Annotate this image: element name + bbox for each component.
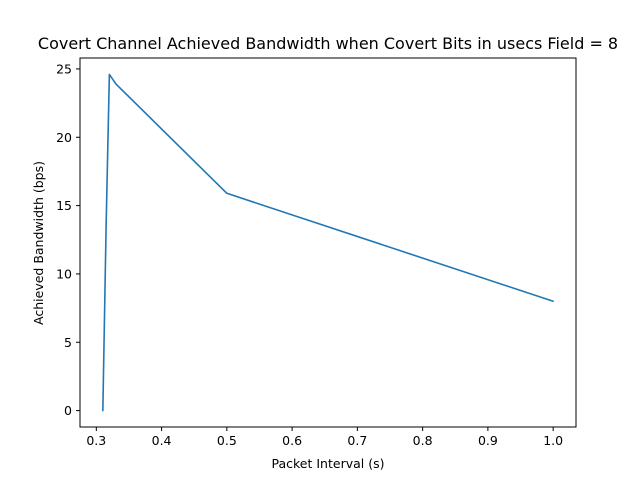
chart-title: Covert Channel Achieved Bandwidth when C…	[38, 34, 618, 53]
x-tick-label: 0.3	[86, 433, 106, 448]
x-tick-label: 0.5	[217, 433, 237, 448]
x-tick-label: 0.4	[152, 433, 172, 448]
y-tick-label: 25	[56, 61, 72, 76]
x-tick-label: 0.7	[347, 433, 367, 448]
series-line	[102, 73, 554, 412]
x-tick-label: 1.0	[543, 433, 563, 448]
y-axis: 0 5 10 15 20 25	[56, 61, 80, 418]
axes-frame	[79, 57, 577, 428]
y-tick-label: 5	[64, 335, 72, 350]
y-axis-label: Achieved Bandwidth (bps)	[31, 161, 46, 325]
y-tick-label: 20	[56, 130, 72, 145]
x-tick-label: 0.6	[282, 433, 302, 448]
x-axis: 0.3 0.4 0.5 0.6 0.7 0.8 0.9 1.0	[86, 427, 563, 448]
y-tick-label: 10	[56, 266, 72, 281]
x-axis-label: Packet Interval (s)	[272, 456, 385, 471]
y-tick-label: 15	[56, 198, 72, 213]
y-tick-label: 0	[64, 403, 72, 418]
x-tick-label: 0.9	[478, 433, 498, 448]
x-tick-label: 0.8	[413, 433, 433, 448]
plot-area	[102, 73, 554, 412]
